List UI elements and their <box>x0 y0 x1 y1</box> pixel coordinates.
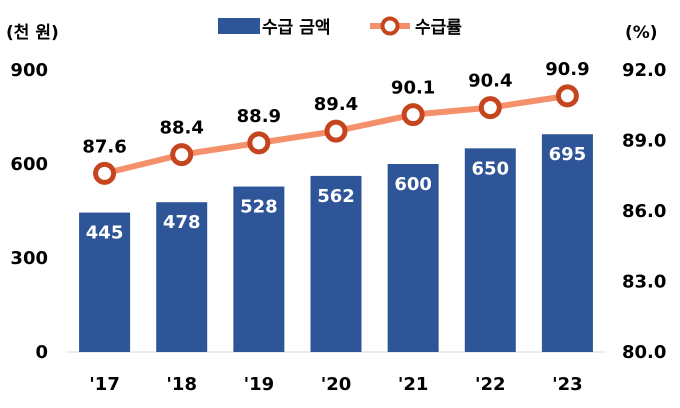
right-axis-tick-label: 92.0 <box>622 60 666 81</box>
bar-value-label: 528 <box>240 197 278 218</box>
line-point <box>324 119 348 143</box>
x-axis-ticks: '17 '18 '19 '20 '21 '22 '23 <box>89 374 582 395</box>
legend: 수급 금액 수급률 <box>218 16 462 38</box>
bar-value-label: 445 <box>86 223 124 244</box>
bar <box>156 202 208 352</box>
right-axis-tick-label: 80.0 <box>622 342 666 363</box>
bar-value-label: 650 <box>471 158 509 179</box>
bar <box>310 175 362 352</box>
right-axis-tick-label: 86.0 <box>622 201 666 222</box>
bar-value-label: 600 <box>394 174 432 195</box>
bar-value-label: 562 <box>317 186 355 207</box>
bars: 445 478 528 562 600 650 695 <box>79 134 593 352</box>
bar <box>541 134 593 352</box>
line-point <box>170 143 194 167</box>
x-axis-tick-label: '20 <box>321 374 352 395</box>
legend-bar-label: 수급 금액 <box>262 18 330 38</box>
line-point <box>93 161 117 185</box>
line-value-label: 90.1 <box>391 78 435 99</box>
bar <box>464 148 516 352</box>
left-axis-ticks: 0 300 600 900 <box>10 60 48 363</box>
left-axis-tick-label: 300 <box>10 248 48 269</box>
line-value-label: 90.9 <box>545 59 589 80</box>
line-value-label: 88.9 <box>237 106 281 127</box>
x-axis-tick-label: '23 <box>552 374 583 395</box>
right-axis-ticks: 80.0 83.0 86.0 89.0 92.0 <box>622 60 666 363</box>
legend-line-marker <box>380 16 400 36</box>
left-axis-tick-label: 0 <box>35 342 48 363</box>
right-axis-unit: (%) <box>625 23 658 43</box>
x-axis-tick-label: '22 <box>475 374 506 395</box>
x-axis-tick-label: '18 <box>166 374 197 395</box>
bar-value-label: 478 <box>163 212 201 233</box>
line-point <box>247 131 271 155</box>
bar <box>387 164 439 352</box>
left-axis-tick-label: 600 <box>10 154 48 175</box>
legend-line-label: 수급률 <box>415 18 462 38</box>
line-value-label: 87.6 <box>82 136 126 157</box>
right-axis-tick-label: 89.0 <box>622 131 666 152</box>
x-axis-tick-label: '21 <box>398 374 429 395</box>
left-axis-tick-label: 900 <box>10 60 48 81</box>
line-series: 87.6 88.4 88.9 89.4 90.1 90.4 90.9 <box>82 59 590 185</box>
x-axis-tick-label: '19 <box>244 374 275 395</box>
right-axis-tick-label: 83.0 <box>622 272 666 293</box>
line-value-label: 90.4 <box>468 71 512 92</box>
bar <box>233 186 285 352</box>
bar-value-label: 695 <box>549 144 587 165</box>
line-point <box>555 84 579 108</box>
x-axis-tick-label: '17 <box>89 374 120 395</box>
legend-bar-swatch <box>218 18 260 34</box>
line-point <box>401 103 425 127</box>
line-value-label: 89.4 <box>314 94 358 115</box>
left-axis-unit: (천 원) <box>6 23 59 43</box>
bar <box>79 212 131 352</box>
line-value-label: 88.4 <box>160 118 204 139</box>
line-point <box>478 96 502 120</box>
